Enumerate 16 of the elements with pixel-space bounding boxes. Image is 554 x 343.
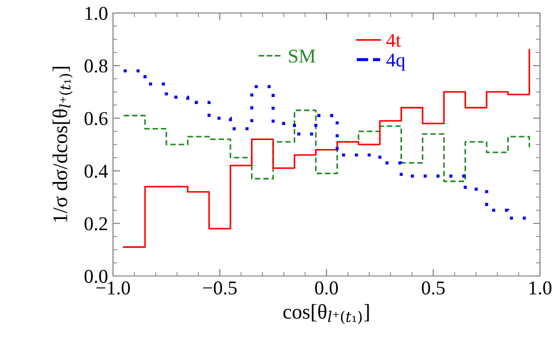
x-axis-title: cos[θ$_{l⁺(t₁)}$]	[283, 304, 369, 324]
legend-label: 4q	[386, 54, 406, 71]
y-tick-label: 1.0	[86, 6, 108, 20]
x-tick-label: −0.5	[203, 281, 237, 295]
x-tick-label: 1.0	[530, 281, 552, 295]
x-tick-label: −1.0	[96, 281, 130, 295]
x-tick-label: 0.5	[422, 281, 445, 295]
x-tick-label: 0.0	[315, 281, 338, 295]
y-tick-label: 0.6	[84, 112, 108, 126]
y-tick-label: 0.8	[84, 59, 108, 73]
legend-label: SM	[289, 50, 316, 63]
legend-label: 4t	[386, 34, 401, 47]
y-axis-title: 1/σ dσ/dcos[θ$_{l⁺(t₁)}$]	[52, 66, 73, 222]
y-tick-label: 0.4	[84, 164, 108, 178]
y-tick-label: 0.2	[84, 217, 108, 230]
y-tick-label: 0.0	[84, 270, 108, 284]
